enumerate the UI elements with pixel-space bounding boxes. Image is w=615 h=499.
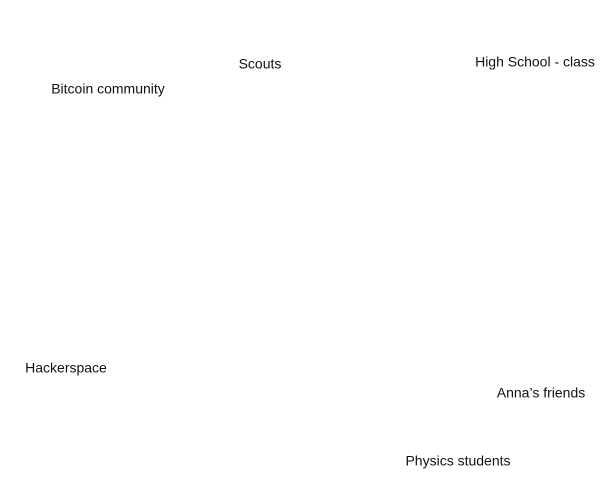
- community-label: Scouts: [239, 56, 282, 72]
- community-label: High School - class: [475, 54, 595, 70]
- community-label: Bitcoin community: [51, 81, 165, 97]
- community-labels: Bitcoin community Scouts High School - cla…: [25, 54, 595, 469]
- community-label: Physics students: [405, 453, 510, 469]
- community-label: Anna’s friends: [497, 385, 585, 401]
- community-label: Hackerspace: [25, 360, 107, 376]
